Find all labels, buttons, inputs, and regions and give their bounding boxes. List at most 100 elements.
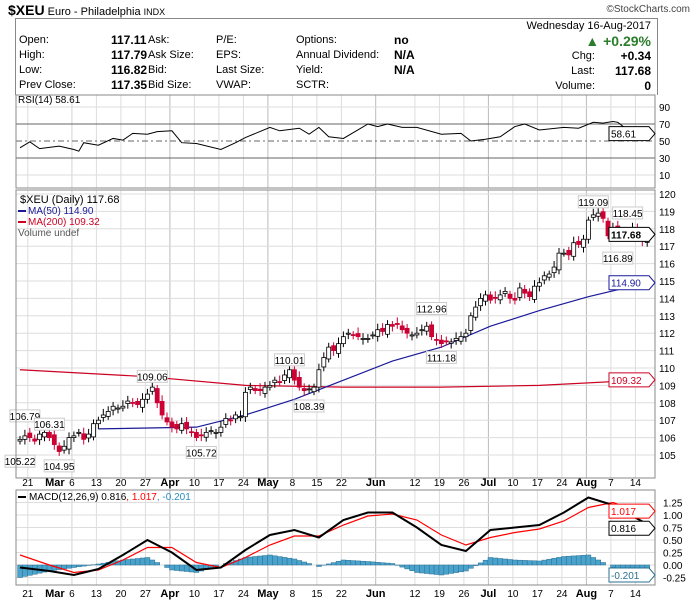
candle-body [120, 405, 126, 409]
candle-body [247, 386, 253, 390]
macd-histogram-bar [76, 564, 82, 568]
price-tick: 117 [659, 242, 675, 253]
price-callout: 105.72 [186, 448, 217, 459]
macd-histogram-bar [399, 564, 405, 568]
candle-body [37, 433, 42, 441]
x-axis-label: 13 [91, 589, 103, 600]
macd-hist-tag: -0.201 [611, 571, 640, 582]
candle-body [546, 273, 552, 278]
macd-histogram-bar [546, 558, 552, 566]
macd-histogram-bar [507, 559, 513, 566]
macd-histogram-bar [22, 564, 28, 577]
macd-histogram-bar [561, 556, 567, 566]
x-axis-label: 20 [115, 589, 127, 600]
candle-body [257, 388, 263, 392]
macd-tick: 1.25 [663, 499, 683, 510]
macd-histogram-bar [149, 559, 156, 566]
ma50-tag: 114.90 [611, 279, 641, 290]
macd-histogram-bar [428, 564, 435, 575]
candle-body [497, 294, 503, 301]
candle-body [316, 369, 322, 388]
x-axis-label: 24 [556, 589, 568, 600]
macd-histogram-bar [27, 564, 33, 576]
candle-body [522, 288, 528, 294]
x-axis-label: 24 [238, 478, 250, 489]
macd-histogram-bar [257, 555, 263, 566]
macd-legend-part: MACD(12,26,9) 0.816 [29, 492, 127, 503]
price-callout: 106.31 [34, 420, 65, 431]
candle-body [487, 294, 493, 301]
price-tick: 120 [659, 190, 676, 201]
candle-body [385, 324, 390, 335]
candle-body [473, 306, 479, 318]
x-axis-label: Mar [45, 477, 65, 489]
candle-body [262, 386, 268, 394]
macd-histogram-bar [566, 555, 572, 566]
macd-histogram-bar [360, 560, 366, 566]
macd-histogram-bar [379, 562, 386, 566]
x-axis-label: 27 [140, 478, 152, 489]
macd-histogram-bar [144, 557, 151, 566]
price-callout: 106.79 [10, 412, 41, 423]
x-axis-label: 17 [532, 589, 544, 600]
macd-histogram-bar [375, 562, 381, 566]
price-callout-box [185, 445, 217, 459]
candle-body [380, 327, 386, 332]
x-axis-label: 26 [458, 589, 470, 600]
price-tick: 118 [659, 225, 675, 236]
exchange: INDX [143, 7, 166, 17]
macd-histogram-bar [595, 559, 601, 566]
candle-body [267, 384, 273, 388]
candle-body [586, 219, 591, 240]
x-axis-label: 10 [507, 589, 519, 600]
macd-histogram-bar [183, 564, 190, 572]
macd-histogram-bar [580, 555, 587, 566]
macd-histogram-bar [277, 556, 283, 566]
candle-body [370, 334, 376, 337]
candle-body [159, 401, 165, 416]
candle-body [463, 332, 469, 338]
macd-histogram-bar [370, 561, 376, 566]
candle-body [541, 275, 547, 281]
macd-histogram-bar [340, 559, 347, 566]
candle-body [22, 435, 28, 440]
quote-l3-0: P/E: [216, 34, 237, 46]
macd-histogram-bar [164, 564, 170, 568]
candle-body [203, 431, 209, 438]
macd-histogram-bar [531, 560, 538, 566]
macd-histogram-bar [590, 557, 597, 566]
macd-histogram-bar [272, 555, 278, 566]
candle-body [458, 336, 464, 342]
quote-v1-2: 116.82 [111, 63, 148, 77]
macd-histogram-bar [571, 555, 577, 566]
ma50-line [98, 282, 648, 430]
candle-body [600, 211, 606, 219]
macd-histogram-bar [350, 560, 356, 566]
volume-legend: Volume undef [18, 228, 79, 239]
macd-value-tag: 0.816 [611, 524, 636, 535]
quote-l4-0: Options: [296, 34, 337, 46]
candle-body [355, 333, 361, 338]
candle-body [56, 445, 62, 452]
x-axis-label: 20 [115, 478, 127, 489]
candle-body [414, 332, 420, 336]
x-axis-label: 15 [311, 478, 323, 489]
rsi-line [19, 120, 648, 152]
x-axis-label: Apr [160, 588, 180, 600]
candle-body [277, 381, 283, 383]
macd-histogram-bar [179, 564, 185, 572]
quote-v4-1: N/A [394, 48, 415, 62]
candle-body [228, 419, 234, 422]
candle-body [478, 297, 484, 307]
x-axis-label: Apr [160, 477, 180, 489]
macd-histogram-bar [551, 558, 557, 566]
candle-body [404, 327, 410, 334]
candle-body [556, 252, 562, 271]
candle-body [507, 293, 513, 299]
macd-histogram-bar [585, 554, 592, 566]
candle-body [512, 297, 518, 301]
candle-body [581, 238, 586, 248]
candle-body [389, 324, 395, 327]
price-callout: 119.09 [578, 198, 608, 209]
macd-histogram-bar [610, 564, 616, 568]
